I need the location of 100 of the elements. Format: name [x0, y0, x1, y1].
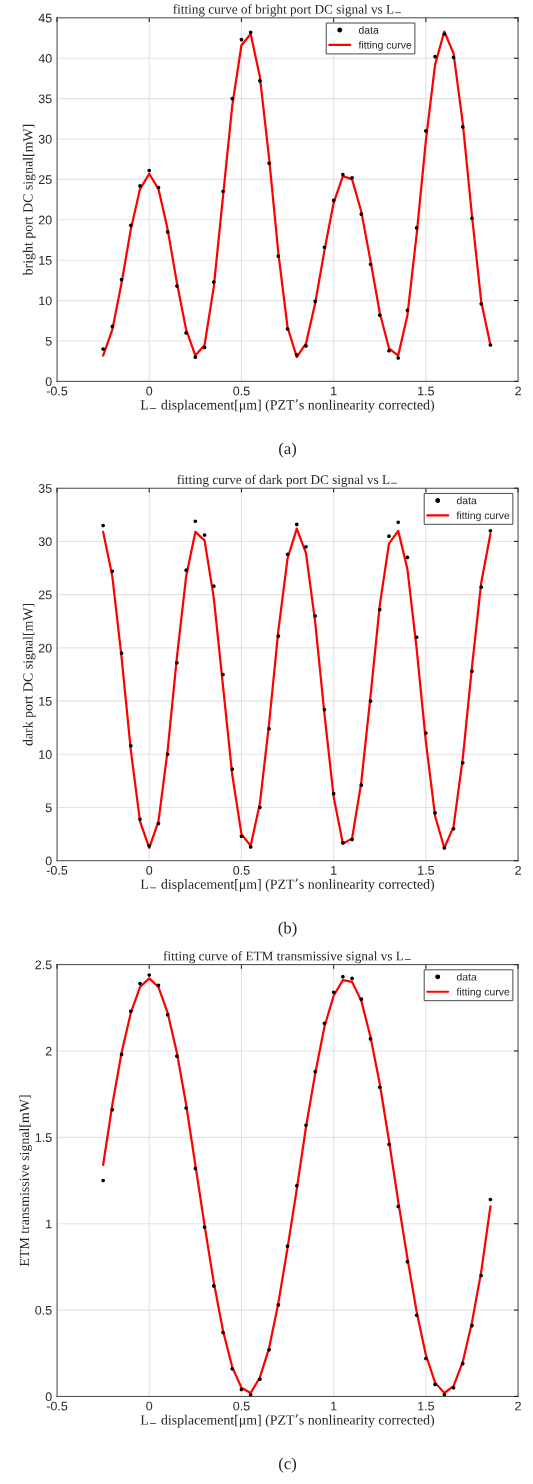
x-axis-title: L$_{−}$ displacement[μm] (PZT’s nonlinearity corrected) — [140, 1414, 435, 1428]
legend-label: data — [358, 26, 379, 34]
y-tick-label: 1 — [46, 1219, 52, 1229]
point — [479, 1273, 484, 1278]
y-tick-label: 15 — [39, 256, 52, 265]
point — [211, 280, 216, 284]
point — [313, 614, 318, 618]
x-tick-label: 0 — [146, 1401, 153, 1411]
point — [359, 783, 364, 787]
legend-label: data — [456, 972, 477, 981]
point — [424, 731, 428, 735]
x-tick-label: 0.5 — [233, 1401, 250, 1411]
x-tick-label: 1.5 — [418, 386, 435, 396]
point — [202, 1225, 207, 1229]
text: (a) — [279, 442, 297, 458]
y-tick-label: 20 — [38, 215, 52, 225]
point — [285, 552, 290, 557]
point — [184, 331, 188, 335]
y-tick-label: 35 — [38, 94, 52, 104]
point — [396, 520, 401, 525]
point — [239, 834, 244, 839]
point — [396, 356, 401, 360]
y-tick-label: 25 — [38, 590, 52, 600]
point — [470, 669, 474, 674]
point — [128, 223, 133, 228]
x-tick-label: 0 — [146, 386, 153, 396]
point — [414, 635, 419, 640]
x-tick-label: -0.5 — [46, 865, 68, 875]
point — [304, 1123, 308, 1128]
point — [304, 544, 308, 549]
point — [479, 585, 484, 590]
y-axis-title: ETM transmissive signal[mW] — [19, 1095, 33, 1267]
x-tick-label: 1 — [331, 386, 337, 396]
point — [387, 534, 391, 538]
y-axis-title: bright port DC signal[mW] — [22, 124, 36, 276]
point — [424, 1356, 428, 1361]
point — [460, 760, 465, 765]
point — [248, 845, 253, 849]
point — [387, 348, 391, 353]
x-axis-title: L$_{−}$ displacement[μm] (PZT’s nonlinearity corrected) — [140, 878, 435, 892]
point — [405, 1259, 410, 1264]
point — [470, 216, 474, 221]
point — [267, 1347, 271, 1352]
point — [377, 313, 382, 317]
point — [488, 528, 493, 533]
point — [128, 1009, 133, 1014]
point — [258, 1377, 262, 1382]
point — [110, 569, 115, 574]
point — [138, 981, 142, 986]
point — [294, 1183, 299, 1188]
point — [368, 1037, 373, 1041]
point — [359, 212, 364, 216]
point — [304, 344, 308, 348]
point — [331, 990, 336, 995]
y-tick-label: 20 — [38, 643, 52, 653]
point — [156, 983, 161, 988]
x-axis-title: L$_{−}$ displacement[μm] (PZT’s nonlinearity corrected) — [140, 399, 435, 413]
point — [211, 1284, 216, 1288]
point — [396, 1204, 401, 1209]
x-tick-label: 1.5 — [418, 866, 435, 875]
point — [221, 1330, 225, 1335]
point — [488, 343, 493, 347]
point — [147, 973, 152, 977]
legend-label: data — [456, 496, 477, 505]
legend-label: fitting curve — [456, 987, 510, 998]
legend-label: fitting curve — [456, 511, 510, 522]
y-tick-label: 40 — [38, 54, 52, 63]
y-tick-label: 1.5 — [35, 1133, 52, 1142]
y-tick-label: 10 — [39, 296, 52, 306]
point — [230, 767, 235, 772]
point — [470, 1323, 474, 1328]
point — [147, 168, 152, 173]
point — [451, 826, 456, 831]
y-tick-label: 35 — [38, 484, 52, 493]
x-tick-label: 1 — [331, 1401, 337, 1411]
point — [175, 284, 179, 288]
chart-title: fitting curve of ETM transmissive signal vs L$_{−}$ — [163, 951, 411, 964]
y-axis-title: dark port DC signal[mW] — [22, 603, 36, 746]
point — [294, 522, 299, 527]
y-tick-label: 5 — [45, 336, 52, 346]
point — [442, 1392, 447, 1397]
point — [267, 726, 271, 731]
point — [165, 230, 170, 234]
y-tick-label: 15 — [39, 697, 52, 706]
point — [350, 837, 354, 842]
point — [101, 347, 105, 351]
point — [258, 78, 262, 83]
y-tick-label: 0.5 — [35, 1305, 52, 1315]
x-tick-label: 2 — [515, 865, 521, 875]
point — [276, 634, 281, 638]
point — [433, 54, 437, 59]
point — [350, 976, 354, 981]
point — [414, 1313, 419, 1318]
y-tick-label: 0 — [45, 1392, 52, 1402]
point — [424, 129, 428, 133]
text: (c) — [279, 1457, 297, 1473]
y-tick-label: 45 — [38, 13, 52, 23]
point — [313, 299, 318, 304]
point — [377, 607, 382, 612]
point — [479, 301, 484, 306]
